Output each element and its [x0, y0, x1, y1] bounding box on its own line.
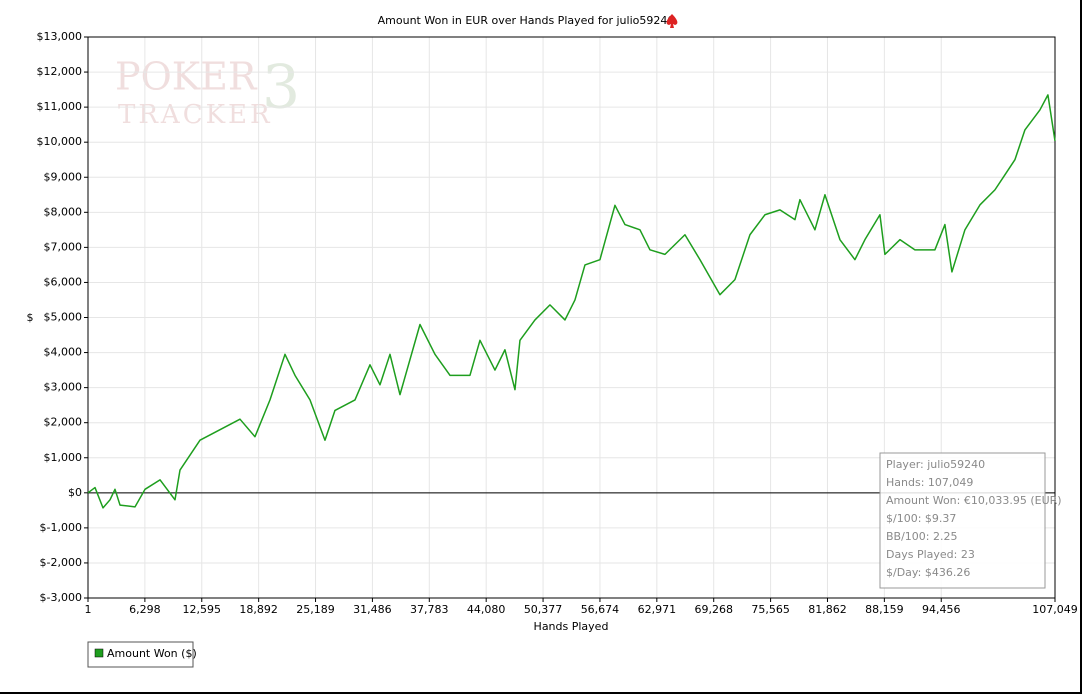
legend-swatch — [94, 648, 104, 658]
y-axis-label: $ — [27, 311, 34, 324]
legend-frame — [87, 641, 194, 668]
info-box-frame — [879, 452, 1046, 589]
watermark-text: 3 — [262, 53, 300, 123]
watermark-text: POKER — [115, 55, 258, 99]
x-tick-label: 18,892 — [239, 603, 278, 616]
plot-frame — [87, 36, 1056, 599]
y-tick-label: $13,000 — [37, 30, 83, 43]
x-tick-label: 25,189 — [296, 603, 335, 616]
y-tick-label: $8,000 — [44, 205, 83, 218]
x-tick-label: 81,862 — [808, 603, 847, 616]
y-tick-label: $10,000 — [37, 135, 83, 148]
x-tick-label: 31,486 — [353, 603, 392, 616]
legend-label: Amount Won ($) — [107, 647, 197, 660]
info-line: Amount Won: €10,033.95 (EUR) — [886, 494, 1062, 507]
y-tick-label: $3,000 — [44, 381, 83, 394]
x-tick-label: 12,595 — [183, 603, 222, 616]
x-tick-label: 56,674 — [581, 603, 620, 616]
y-tick-label: $11,000 — [37, 100, 83, 113]
info-line: BB/100: 2.25 — [886, 530, 958, 543]
y-tick-label: $12,000 — [37, 65, 83, 78]
info-box: Player: julio59240 Hands: 107,049 Amount W… — [879, 452, 1062, 589]
y-tick-label: $6,000 — [44, 275, 83, 288]
x-tick-label: 6,298 — [129, 603, 161, 616]
x-tick-label: 75,565 — [751, 603, 790, 616]
x-tick-label: 62,971 — [638, 603, 677, 616]
watermark-text: TRACKER — [118, 100, 273, 130]
x-tick-label: 107,049 — [1032, 603, 1078, 616]
info-line: Player: julio59240 — [886, 458, 985, 471]
y-tick-label: $-1,000 — [40, 521, 82, 534]
y-tick-label: $9,000 — [44, 170, 83, 183]
x-tick-label: 69,268 — [694, 603, 733, 616]
info-line: Days Played: 23 — [886, 548, 975, 561]
x-tick-label: 88,159 — [865, 603, 904, 616]
x-axis-label: Hands Played — [534, 620, 609, 633]
info-line: $/100: $9.37 — [886, 512, 956, 525]
y-tick-label: $0 — [68, 486, 82, 499]
spade-icon — [666, 14, 678, 28]
y-tick-label: $4,000 — [44, 346, 83, 359]
x-tick-label: 44,080 — [467, 603, 506, 616]
y-tick-label: $5,000 — [44, 311, 83, 324]
chart-title: Amount Won in EUR over Hands Played for … — [378, 14, 675, 27]
y-tick-label: $2,000 — [44, 416, 83, 429]
data-line — [87, 94, 1056, 509]
x-tick-label: 50,377 — [524, 603, 563, 616]
y-tick-label: $7,000 — [44, 240, 83, 253]
info-line: Hands: 107,049 — [886, 476, 973, 489]
x-tick-label: 37,783 — [410, 603, 449, 616]
y-tick-label: $-2,000 — [40, 556, 82, 569]
watermark: POKER TRACKER 3 — [115, 53, 300, 130]
x-tick-label: 94,456 — [922, 603, 961, 616]
info-line: $/Day: $436.26 — [886, 566, 970, 579]
legend: Amount Won ($) — [87, 641, 197, 668]
x-tick-label: 1 — [85, 603, 92, 616]
y-tick-label: $1,000 — [44, 451, 83, 464]
y-tick-label: $-3,000 — [40, 591, 82, 604]
